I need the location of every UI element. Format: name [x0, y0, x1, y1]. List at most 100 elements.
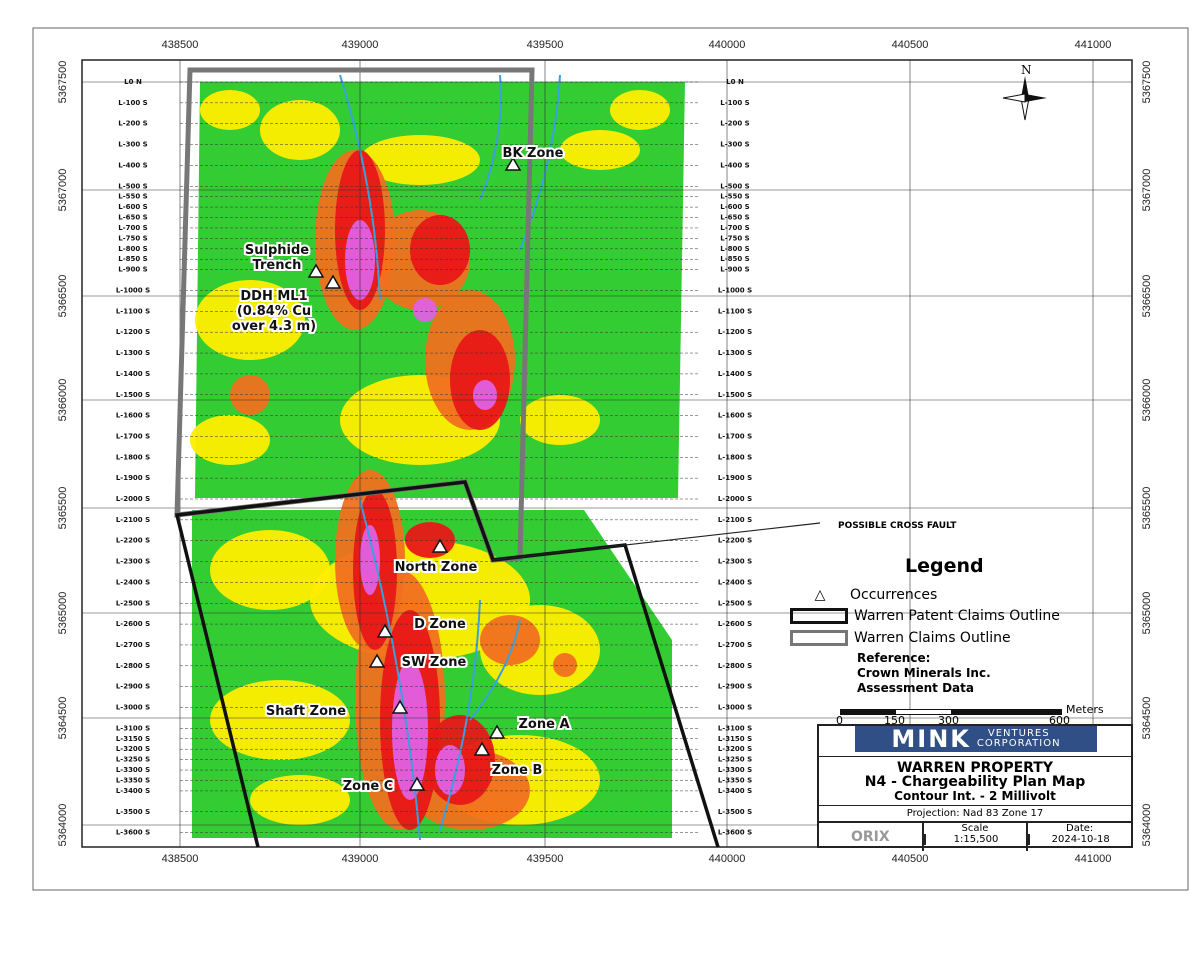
- northing-label: 5364500: [57, 697, 69, 740]
- occurrence-shaft-zone: Shaft Zone: [264, 699, 409, 721]
- line-label: L-1200 S: [718, 328, 752, 336]
- line-label: L-3300 S: [718, 766, 752, 774]
- line-label: L-1100 S: [116, 307, 150, 315]
- line-label: L-1900 S: [718, 474, 752, 482]
- legend-claims: Warren Claims Outline: [790, 630, 1011, 646]
- easting-label: 441000: [1075, 39, 1112, 51]
- occurrence-zone-c: Zone C: [341, 776, 426, 796]
- easting-label: 440500: [892, 853, 929, 865]
- zone-label: Shaft Zone: [266, 704, 346, 719]
- line-label: L-1000 S: [718, 287, 752, 295]
- occurrence-icon: [488, 724, 506, 739]
- projection: Projection: Nad 83 Zone 17: [819, 805, 1131, 821]
- easting-label: 438500: [162, 853, 199, 865]
- zone-label: Sulphide: [245, 243, 309, 258]
- occurrence-zone-b: Zone B: [473, 741, 544, 780]
- title-block: MINK VENTURES CORPORATION WARREN PROPERTY N…: [817, 724, 1133, 851]
- line-label: L-550 S: [118, 193, 147, 201]
- legend-patent: Warren Patent Claims Outline: [790, 608, 1060, 624]
- occurrence-d-zone: D Zone: [376, 615, 468, 638]
- line-label: L-3500 S: [116, 808, 150, 816]
- zone-label: Zone C: [343, 779, 394, 794]
- line-label: L-3600 S: [116, 829, 150, 837]
- anomaly-contour: [610, 90, 670, 130]
- zone-label: Zone A: [518, 717, 569, 732]
- easting-label: 441000: [1075, 853, 1112, 865]
- reference-note: Reference: Crown Minerals Inc. Assessment …: [857, 651, 991, 696]
- occurrence-icon: △: [814, 587, 826, 603]
- line-label: L-1300 S: [718, 349, 752, 357]
- anomaly-contour: [553, 653, 577, 677]
- cross-fault-label: POSSIBLE CROSS FAULT: [838, 521, 957, 531]
- line-label: L-800 S: [118, 245, 147, 253]
- line-label: L-900 S: [720, 266, 749, 274]
- scale-tick: 0: [836, 714, 843, 727]
- zone-label: over 4.3 m): [232, 319, 316, 334]
- north-arrow: N: [1002, 63, 1047, 121]
- anomaly-contour: [560, 130, 640, 170]
- line-label: L-800 S: [720, 245, 749, 253]
- warren-patent-claims-outline: [174, 480, 720, 848]
- zone-label: (0.84% Cu: [237, 304, 311, 319]
- legend-label: Warren Claims Outline: [854, 630, 1011, 646]
- line-label: L-3000 S: [116, 704, 150, 712]
- line-label: L-400 S: [118, 161, 147, 169]
- reference-line: Assessment Data: [857, 681, 974, 695]
- anomaly-contour: [210, 680, 350, 760]
- occurrence-icon: [368, 653, 386, 668]
- line-label: L-2100 S: [116, 516, 150, 524]
- claims-outline-swatch: [790, 630, 848, 646]
- company-logo: MINK VENTURES CORPORATION: [855, 725, 1097, 753]
- occurrence-icon: [324, 274, 342, 289]
- zone-label: D Zone: [414, 617, 466, 632]
- line-label: L-650 S: [118, 214, 147, 222]
- easting-label: 440500: [892, 39, 929, 51]
- northing-label: 5367500: [1141, 61, 1153, 104]
- easting-label: 439000: [342, 39, 379, 51]
- line-label: L-300 S: [118, 141, 147, 149]
- easting-label: 440000: [709, 853, 746, 865]
- reference-line: Reference:: [857, 651, 931, 665]
- scale-cell: Scale 1:15,500: [921, 823, 1027, 851]
- scale-unit: Meters: [1066, 703, 1104, 716]
- anomaly-contour: [413, 298, 437, 322]
- anomaly-contour: [360, 525, 380, 595]
- anomaly-contour: [360, 135, 480, 185]
- line-label: L-2400 S: [718, 578, 752, 586]
- occurrence-icon: [391, 699, 409, 714]
- line-label: L-1600 S: [116, 412, 150, 420]
- line-label: L-1400 S: [116, 370, 150, 378]
- anomaly-contour: [520, 395, 600, 445]
- line-label: L-3200 S: [116, 745, 150, 753]
- legend-label: Warren Patent Claims Outline: [854, 608, 1060, 624]
- scale-bar: 0 150 300 600 Meters: [836, 703, 1104, 727]
- scale-value: 1:15,500: [923, 834, 1027, 845]
- line-label: L0 N: [726, 78, 744, 86]
- line-label: L-700 S: [118, 224, 147, 232]
- easting-label: 439000: [342, 853, 379, 865]
- line-label: L-1800 S: [718, 453, 752, 461]
- line-label: L-2000 S: [718, 495, 752, 503]
- line-label: L-700 S: [720, 224, 749, 232]
- line-label: L-2600 S: [116, 620, 150, 628]
- cross-fault-line: [492, 522, 821, 561]
- line-label: L-500 S: [118, 182, 147, 190]
- northing-label: 5365500: [57, 487, 69, 530]
- zone-label: BK Zone: [503, 146, 564, 161]
- line-label: L-1400 S: [718, 370, 752, 378]
- line-label: L-100 S: [720, 99, 749, 107]
- line-label: L-1600 S: [718, 412, 752, 420]
- northing-label: 5366500: [57, 275, 69, 318]
- occurrence-sw-zone: SW Zone: [368, 653, 469, 672]
- legend-title: Legend: [905, 555, 984, 577]
- northing-label: 5365000: [57, 592, 69, 635]
- line-label: L-3500 S: [718, 808, 752, 816]
- easting-label: 440000: [709, 39, 746, 51]
- line-label: L-300 S: [720, 141, 749, 149]
- occurrence-north-zone: North Zone: [393, 538, 480, 577]
- date-cell: Date: 2024-10-18: [1026, 823, 1131, 851]
- line-label: L-1700 S: [718, 432, 752, 440]
- line-label: L-2200 S: [718, 537, 752, 545]
- line-label: L-3350 S: [116, 776, 150, 784]
